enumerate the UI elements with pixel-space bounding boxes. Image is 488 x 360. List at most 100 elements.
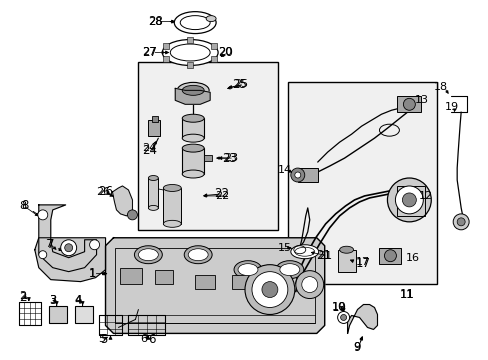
Circle shape: [251, 272, 287, 307]
Text: 24: 24: [142, 144, 157, 157]
Polygon shape: [347, 305, 377, 333]
Text: 17: 17: [355, 257, 370, 270]
Circle shape: [337, 311, 349, 323]
Ellipse shape: [148, 176, 158, 180]
Text: 6: 6: [148, 333, 156, 346]
Ellipse shape: [238, 264, 258, 276]
Ellipse shape: [182, 170, 203, 178]
Ellipse shape: [134, 246, 162, 264]
Bar: [115, 248, 314, 323]
Polygon shape: [112, 186, 132, 216]
Bar: [211, 43, 217, 49]
Text: 26: 26: [99, 185, 113, 198]
Bar: [138, 62, 277, 230]
Bar: [187, 37, 193, 42]
Text: 22: 22: [215, 191, 229, 201]
Bar: [203, 155, 212, 161]
Bar: [287, 82, 436, 284]
Text: 16: 16: [405, 253, 419, 263]
Bar: [195, 275, 215, 289]
Text: 26: 26: [96, 187, 110, 197]
Circle shape: [456, 218, 464, 226]
Text: 1: 1: [88, 269, 96, 279]
Circle shape: [403, 98, 414, 110]
Ellipse shape: [234, 261, 262, 279]
Circle shape: [61, 240, 77, 256]
Bar: [163, 56, 169, 62]
Circle shape: [244, 265, 294, 315]
Ellipse shape: [275, 261, 303, 279]
Text: 12: 12: [419, 191, 432, 201]
Circle shape: [301, 276, 317, 293]
Circle shape: [402, 193, 415, 207]
Text: 7: 7: [47, 238, 54, 251]
Bar: [152, 116, 158, 122]
Text: 6: 6: [140, 334, 147, 345]
Text: 5: 5: [101, 333, 108, 346]
Polygon shape: [105, 238, 324, 333]
Ellipse shape: [206, 15, 216, 22]
Circle shape: [39, 251, 47, 259]
Circle shape: [452, 214, 468, 230]
Circle shape: [64, 244, 73, 252]
Text: 19: 19: [444, 102, 458, 112]
Text: 20: 20: [218, 46, 232, 59]
Circle shape: [262, 282, 277, 298]
Text: 22: 22: [214, 188, 229, 201]
Circle shape: [384, 250, 396, 262]
Polygon shape: [39, 205, 96, 272]
Circle shape: [340, 315, 346, 320]
Circle shape: [395, 186, 423, 214]
Ellipse shape: [162, 40, 218, 66]
Text: 2: 2: [19, 291, 26, 304]
Bar: [163, 43, 169, 49]
Text: 5: 5: [99, 334, 105, 345]
Circle shape: [89, 240, 100, 250]
Text: 23: 23: [222, 152, 237, 165]
Text: 9: 9: [353, 342, 360, 352]
Ellipse shape: [182, 144, 203, 152]
Text: 14: 14: [277, 165, 291, 175]
Ellipse shape: [148, 206, 158, 210]
Ellipse shape: [182, 114, 203, 122]
Bar: [379, 248, 401, 264]
Circle shape: [295, 271, 323, 298]
Text: 25: 25: [232, 78, 246, 91]
Text: 15: 15: [277, 243, 291, 253]
Ellipse shape: [163, 184, 181, 192]
Text: 4: 4: [75, 294, 82, 307]
Bar: [75, 306, 92, 323]
Bar: [187, 62, 193, 68]
Circle shape: [386, 178, 430, 222]
Text: 8: 8: [21, 199, 28, 212]
Text: 17: 17: [355, 257, 369, 267]
Polygon shape: [175, 88, 210, 104]
Ellipse shape: [138, 249, 158, 261]
Text: 3: 3: [49, 294, 56, 307]
Bar: [337, 250, 355, 272]
Ellipse shape: [339, 246, 353, 253]
Text: 21: 21: [315, 249, 330, 262]
Text: 3: 3: [49, 294, 56, 305]
Ellipse shape: [174, 12, 216, 33]
Text: 20: 20: [218, 48, 232, 58]
Text: 27: 27: [142, 46, 157, 59]
Text: 25: 25: [234, 79, 247, 89]
Ellipse shape: [279, 264, 299, 276]
Ellipse shape: [170, 44, 210, 61]
Bar: [182, 148, 203, 174]
Text: 9: 9: [353, 341, 360, 354]
Bar: [232, 275, 251, 289]
Text: 28: 28: [148, 17, 163, 27]
Text: 28: 28: [148, 15, 163, 28]
Bar: [163, 188, 181, 224]
Text: 18: 18: [433, 82, 447, 93]
Circle shape: [290, 168, 304, 182]
Bar: [49, 306, 66, 323]
Bar: [99, 315, 122, 336]
Bar: [182, 118, 203, 138]
Ellipse shape: [180, 15, 210, 30]
Bar: [148, 120, 160, 136]
Bar: [297, 168, 317, 182]
Polygon shape: [35, 238, 105, 282]
